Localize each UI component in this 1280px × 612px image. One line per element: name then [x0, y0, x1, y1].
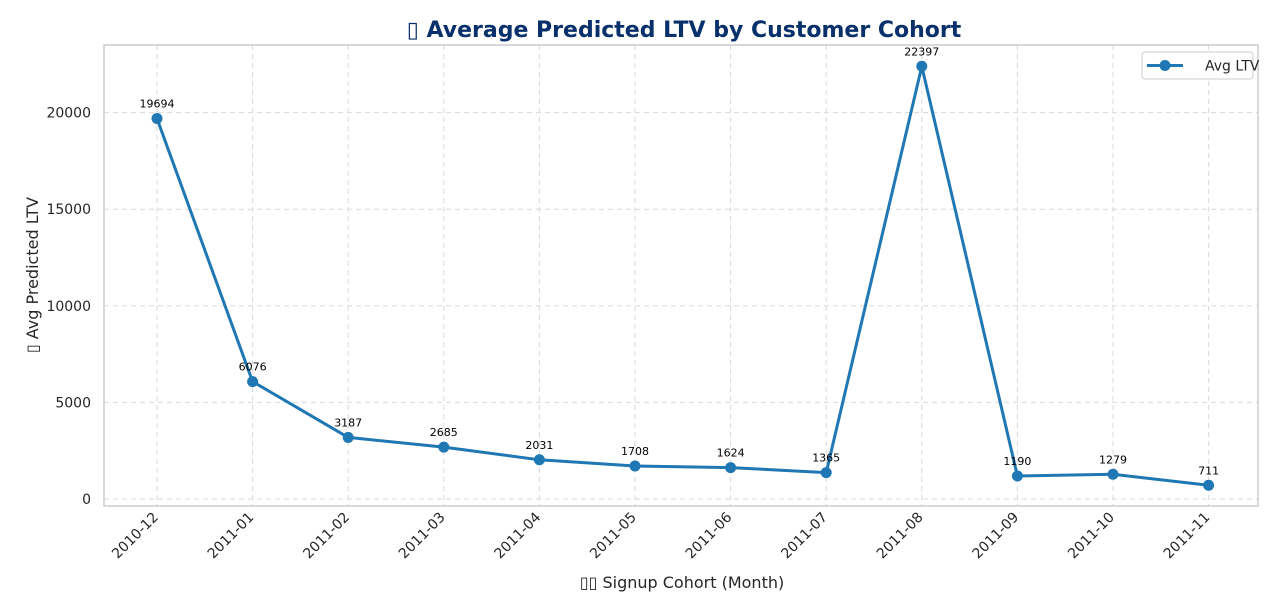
data-point — [1011, 470, 1023, 482]
y-tick-label: 10000 — [46, 299, 91, 315]
data-point — [916, 60, 928, 72]
series-layer — [151, 60, 1215, 491]
data-label: 711 — [1198, 464, 1219, 477]
data-point — [725, 462, 737, 474]
data-label: 1708 — [621, 445, 649, 458]
data-labels: 19694 6076 3187 2685 2031 1708 1624 1365 22397 11… — [140, 45, 1220, 477]
data-label: 6076 — [239, 361, 267, 374]
data-label: 22397 — [904, 45, 939, 58]
legend-box — [1141, 51, 1254, 80]
chart-title: ▯ Average Predicted LTV by Customer Coho… — [407, 18, 962, 43]
data-label: 1190 — [1003, 455, 1031, 468]
data-label: 2685 — [430, 426, 458, 439]
y-tick-label: 15000 — [46, 202, 91, 218]
data-point — [820, 467, 832, 479]
y-axis-label: ▯ Avg Predicted LTV — [23, 197, 42, 353]
x-axis-label: ▯▯ Signup Cohort (Month) — [580, 573, 784, 592]
legend: Avg LTV — [1141, 51, 1260, 80]
data-label: 19694 — [140, 98, 175, 111]
data-label: 1624 — [717, 447, 745, 460]
data-point — [1107, 468, 1119, 480]
data-label: 2031 — [525, 439, 553, 452]
data-point — [151, 113, 163, 125]
data-point — [247, 376, 259, 388]
grid-layer — [104, 45, 1258, 506]
y-axis-ticks: 0 5000 10000 15000 20000 — [46, 106, 91, 508]
series-line-avg-ltv — [155, 64, 1211, 487]
y-tick-label: 0 — [82, 492, 91, 508]
data-label: 3187 — [334, 416, 362, 429]
data-label: 1279 — [1099, 453, 1127, 466]
y-tick-label: 5000 — [55, 395, 91, 411]
legend-entry-avg-ltv: Avg LTV — [1205, 59, 1260, 75]
data-point — [1203, 479, 1215, 491]
data-point — [533, 454, 545, 466]
legend-marker-swatch — [1159, 60, 1171, 71]
data-point — [438, 441, 450, 453]
data-point — [629, 460, 641, 472]
plot-frame — [103, 44, 1259, 507]
data-label: 1365 — [812, 452, 840, 465]
data-point — [342, 431, 354, 443]
y-tick-label: 20000 — [46, 106, 91, 122]
